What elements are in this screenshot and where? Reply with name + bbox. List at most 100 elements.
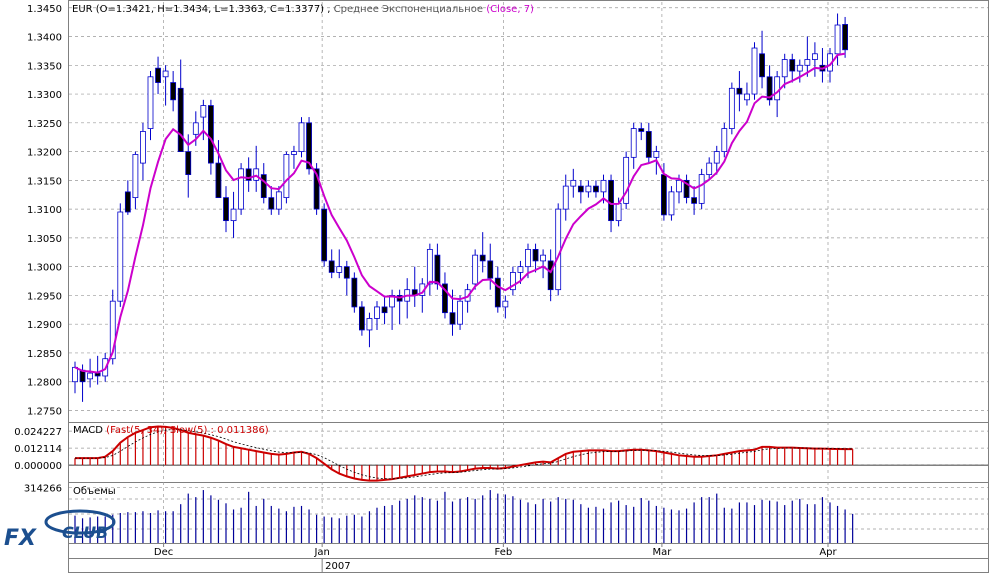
candle-body: [804, 59, 811, 66]
candle-body: [336, 266, 343, 273]
month-label: Apr: [819, 547, 837, 558]
macd-tick-label: 0.012114: [14, 444, 62, 455]
candle-body: [170, 82, 177, 101]
candle-body: [653, 151, 660, 158]
candle-body: [72, 366, 78, 383]
candle-body: [155, 67, 161, 83]
candle-body: [374, 306, 380, 319]
price-tick-label: 1.2850: [27, 349, 62, 360]
candle-body: [283, 154, 290, 199]
candle-body: [577, 185, 584, 193]
candle-body: [691, 197, 697, 204]
candle-body: [842, 24, 848, 51]
candle-body: [796, 64, 803, 72]
candle-body: [117, 211, 124, 302]
candle-body: [449, 312, 456, 325]
candle-body: [253, 168, 260, 181]
candle-body: [260, 174, 267, 199]
candle-body: [713, 151, 720, 164]
price-series: [72, 13, 848, 402]
candle-body: [207, 105, 214, 164]
candle-body: [683, 179, 690, 199]
candle-body: [728, 87, 735, 129]
volume-series: [74, 490, 854, 543]
candle-body: [668, 191, 675, 216]
candle-body: [600, 179, 607, 193]
candle-body: [494, 277, 501, 308]
candle-body: [291, 151, 297, 155]
candle-body: [706, 162, 713, 176]
candle-body: [638, 128, 645, 132]
candle-body: [472, 254, 479, 285]
price-tick-label: 1.2750: [27, 406, 62, 417]
candle-body: [351, 277, 358, 308]
candle-body: [759, 53, 765, 78]
month-label: Dec: [154, 547, 173, 558]
candle-body: [426, 248, 433, 285]
macd-tick-label: 0.024227: [14, 427, 62, 438]
candle-body: [177, 87, 184, 152]
candle-body: [381, 306, 388, 314]
candle-body: [517, 266, 524, 273]
candle-body: [766, 76, 773, 101]
candle-body: [781, 59, 788, 78]
info-separator: ,: [327, 4, 330, 15]
candle-body: [268, 197, 275, 210]
macd-panel[interactable]: [68, 422, 989, 483]
candle-body: [434, 254, 441, 285]
candle-body: [442, 283, 448, 314]
candle-body: [192, 122, 199, 135]
price-tick-label: 1.3100: [27, 205, 62, 216]
candle-body: [124, 191, 131, 213]
candle-body: [502, 300, 509, 308]
volume-title: Объемы: [73, 486, 116, 497]
candle-body: [585, 185, 592, 193]
candle-body: [744, 93, 750, 101]
price-tick-label: 1.2800: [27, 378, 62, 389]
price-tick-label: 1.2950: [27, 291, 62, 302]
candle-body: [623, 156, 630, 204]
price-tick-label: 1.3150: [27, 176, 62, 187]
candle-body: [630, 128, 637, 158]
macd-tick-label: 0.000000: [14, 461, 62, 472]
year-axis: [68, 558, 989, 573]
candle-body: [645, 131, 652, 158]
candle-body: [223, 197, 229, 222]
candle-body: [238, 168, 245, 210]
price-tick-label: 1.3400: [27, 33, 62, 44]
candle-body: [751, 47, 758, 95]
candle-body: [532, 248, 539, 262]
candle-body: [562, 185, 569, 210]
candle-body: [661, 174, 667, 216]
candle-body: [162, 70, 169, 78]
candle-body: [812, 53, 818, 60]
year-label: 2007: [325, 561, 350, 572]
axis-labels: 1.3450 1.3400 1.3350 1.3300 1.3250 1.3200 1.31…: [14, 4, 838, 572]
macd-title: MACD: [73, 425, 103, 436]
price-tick-label: 1.3000: [27, 263, 62, 274]
candle-body: [275, 191, 282, 210]
macd-series: [69, 425, 988, 482]
candle-body: [457, 300, 463, 325]
candle-body: [140, 131, 146, 164]
candle-body: [245, 168, 252, 181]
candle-body: [230, 208, 237, 222]
ema-indicator-name: Среднее Экспоненциальное: [334, 4, 483, 15]
symbol-label: EUR: [72, 4, 93, 15]
candle-body: [834, 24, 841, 55]
ema-line: [74, 52, 846, 374]
candle-body: [525, 248, 531, 268]
candle-body: [555, 208, 562, 291]
candle-body: [774, 76, 781, 101]
price-tick-label: 1.3300: [27, 90, 62, 101]
candle-body: [87, 372, 93, 380]
ohlc-readout: (O=1.3421, H=1.3434, L=1.3363, C=1.3377): [96, 4, 324, 15]
candle-body: [321, 208, 328, 262]
price-panel[interactable]: [68, 0, 989, 423]
candle-body: [547, 260, 554, 291]
candle-body: [200, 105, 207, 118]
macd-info-line: MACD (Fast(5, 34), Slow(5) : 0.011386): [73, 425, 269, 436]
month-label: Mar: [652, 547, 672, 558]
